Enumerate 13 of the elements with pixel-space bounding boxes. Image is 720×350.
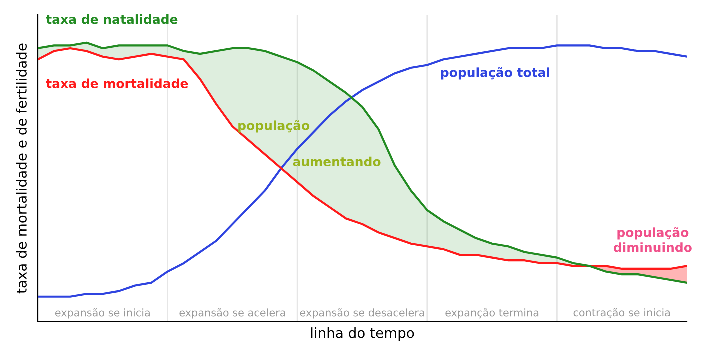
annotation: expansão se acelera	[180, 308, 286, 319]
annotation: aumentando	[293, 156, 381, 167]
annotation: expanção termina	[446, 308, 539, 319]
annotation: expansão se desacelera	[300, 308, 424, 319]
annotation: população	[238, 120, 310, 133]
y-axis-title: taxa de mortalidade e de fertilidade	[16, 44, 27, 294]
annotation: população diminuindo	[614, 227, 692, 252]
annotation: contração se inicia	[574, 308, 670, 319]
series-label: população total	[441, 67, 550, 80]
annotation: expansão se inicia	[55, 308, 150, 319]
x-axis-title: linha do tempo	[311, 328, 414, 341]
series-label: taxa de natalidade	[46, 14, 178, 24]
series-label: taxa de mortalidade	[46, 78, 188, 88]
